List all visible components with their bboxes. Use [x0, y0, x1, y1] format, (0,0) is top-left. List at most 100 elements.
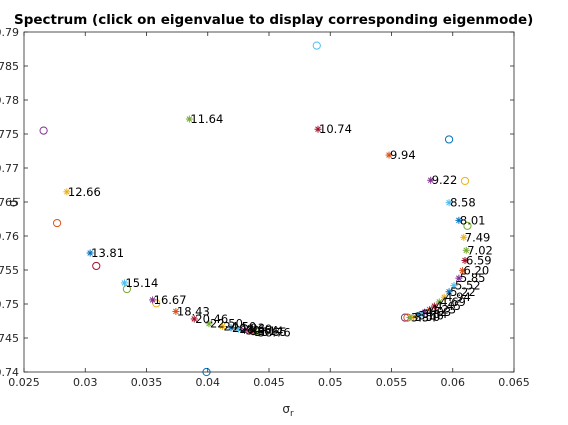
eigenvalue-marker-d2 — [410, 314, 417, 320]
spurious-eigenvalue-point — [444, 135, 454, 144]
eigenvalue-label: 8.01 — [460, 213, 486, 227]
eigenvalue-label: 20.46 — [195, 312, 228, 326]
chart-title: Spectrum (click on eigenvalue to display… — [14, 12, 533, 28]
eigenvalue-point[interactable] — [460, 233, 468, 241]
eigenvalue-point[interactable] — [253, 329, 261, 337]
y-tick-label: 0.75 — [0, 298, 19, 311]
eigenvalue-label: 3.50 — [415, 310, 441, 324]
eigenvalue-marker-d2 — [463, 247, 470, 254]
eigenvalue-point[interactable] — [430, 302, 438, 310]
eigenvalue-point[interactable] — [459, 267, 467, 275]
x-axis-label: σr — [282, 402, 294, 419]
x-tick-label: 0.05 — [318, 376, 343, 389]
eigenvalue-point[interactable] — [417, 310, 425, 318]
eigenvalue-point[interactable] — [406, 314, 414, 322]
eigenvalue-marker-d2 — [462, 257, 468, 264]
eigenvalue-point[interactable] — [455, 274, 463, 282]
x-tick-label: 0.035 — [131, 376, 163, 389]
y-tick-label: 0.78 — [0, 94, 19, 107]
eigenvalue-label: 26.93 — [232, 321, 265, 335]
eigenvalue-marker-d2 — [456, 275, 462, 281]
eigenvalue-label: 6.20 — [464, 264, 490, 278]
eigenvalue-label: 10.74 — [319, 122, 352, 136]
spurious-eigenvalue-point — [52, 218, 62, 228]
eigenvalue-label: 24.50 — [223, 319, 256, 333]
eigenvalue-point[interactable] — [227, 324, 235, 332]
spurious-eigenvalue-point — [460, 176, 470, 186]
eigenvalue-point[interactable] — [63, 188, 71, 196]
x-tick-label: 0.025 — [8, 376, 40, 389]
eigenvalue-label: 5.85 — [460, 271, 486, 285]
eigenvalue-label: 28.69 — [239, 322, 272, 336]
eigenvalue-marker-d2 — [173, 308, 179, 315]
eigenvalue-label: 12.66 — [68, 185, 101, 199]
eigenvalue-point[interactable] — [218, 322, 226, 330]
eigenvalue-point[interactable] — [385, 151, 393, 159]
eigenvalue-point[interactable] — [461, 256, 469, 264]
eigenvalue-label: 16.67 — [154, 293, 187, 307]
eigenvalue-point[interactable] — [455, 216, 463, 224]
eigenvalue-label: 30.64 — [246, 324, 279, 338]
eigenvalue-point[interactable] — [450, 282, 458, 290]
eigenvalue-marker-d2 — [386, 152, 392, 158]
eigenvalue-point[interactable] — [205, 320, 213, 328]
eigenvalue-point[interactable] — [241, 327, 248, 335]
eigenvalue-point[interactable] — [314, 125, 322, 133]
eigenvalue-point[interactable] — [440, 293, 448, 301]
eigenvalue-label: 35.65 — [254, 325, 287, 339]
eigenvalue-marker-d2 — [446, 199, 452, 206]
spurious-eigenvalue-point — [122, 284, 132, 294]
eigenvalue-label: 6.59 — [466, 253, 492, 267]
y-tick-label: 0.765 — [0, 196, 19, 209]
eigenvalue-label: 33.14 — [250, 324, 283, 338]
eigenvalue-marker-d2 — [149, 297, 156, 303]
eigenvalue-point[interactable] — [190, 315, 198, 323]
eigenvalue-marker-d2 — [436, 299, 443, 305]
eigenvalue-label: 4.69 — [440, 295, 466, 309]
eigenvalue-marker-d2 — [228, 324, 234, 331]
eigenvalue-marker-d2 — [446, 288, 452, 295]
x-tick-label: 0.06 — [441, 376, 466, 389]
x-tick-label: 0.04 — [196, 376, 221, 389]
plot-area — [24, 32, 514, 372]
eigenvalue-marker-d2 — [87, 250, 93, 256]
eigenvalue-point[interactable] — [425, 305, 433, 313]
eigenvalue-label: 11.64 — [190, 112, 223, 126]
eigenvalue-point[interactable] — [462, 246, 470, 254]
eigenvalue-marker-d2 — [459, 267, 466, 274]
eigenvalue-marker-d2 — [315, 126, 321, 133]
eigenvalue-label: 4.94 — [445, 290, 471, 304]
eigenvalue-marker-d2 — [191, 316, 198, 322]
eigenvalue-marker-d2 — [427, 177, 434, 184]
eigenvalue-point[interactable] — [149, 296, 157, 304]
eigenvalue-marker-d2 — [426, 306, 433, 313]
y-tick-label: 0.76 — [0, 230, 19, 243]
eigenvalue-point[interactable] — [445, 199, 453, 207]
eigenvalue-marker-d2 — [451, 282, 457, 289]
eigenvalue-point[interactable] — [172, 307, 180, 315]
spurious-eigenvalue-point — [312, 41, 321, 50]
eigenvalue-marker-d2 — [64, 188, 70, 195]
eigenvalue-label: 18.43 — [177, 304, 210, 318]
eigenvalue-point[interactable] — [234, 325, 242, 333]
eigenvalue-marker-d2 — [121, 280, 128, 286]
marks-layer — [39, 41, 472, 377]
eigenvalue-marker-d2 — [186, 116, 193, 122]
eigenvalue-label: 38.76 — [258, 326, 291, 340]
eigenvalue-point[interactable] — [120, 279, 128, 287]
eigenvalue-label: 7.49 — [465, 230, 491, 244]
y-tick-label: 0.755 — [0, 264, 19, 277]
eigenvalue-label: 4.45 — [435, 299, 461, 313]
eigenvalue-point[interactable] — [185, 115, 193, 123]
x-tick-label: 0.045 — [253, 376, 285, 389]
eigenvalue-point[interactable] — [427, 176, 435, 184]
eigenvalue-point[interactable] — [445, 288, 453, 296]
x-tick-label: 0.065 — [498, 376, 530, 389]
eigenvalue-marker-d2 — [253, 329, 260, 336]
x-tick-label: 0.055 — [376, 376, 408, 389]
eigenvalue-point[interactable] — [435, 298, 443, 306]
eigenvalue-point[interactable] — [86, 249, 94, 257]
eigenvalue-label: 4.23 — [430, 302, 456, 316]
